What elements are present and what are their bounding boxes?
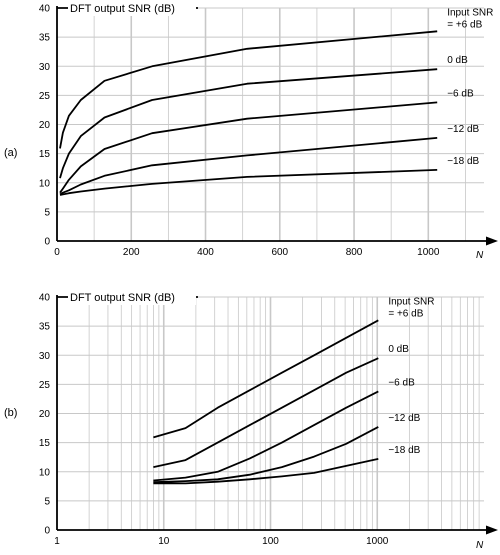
panel-a-x-arrow (486, 236, 498, 246)
panel-a-ytick-label: 40 (39, 4, 51, 15)
panel-b-grid (57, 296, 484, 531)
panel-a-series-label: = +6 dB (447, 19, 482, 30)
panel-a-ytick-label: 20 (39, 120, 51, 131)
panel-b-series-label: Input SNR (388, 296, 434, 307)
panel-b-x-arrow (486, 525, 498, 535)
panel-a-title-mask (68, 1, 196, 16)
panel-b-series-label: −6 dB (388, 377, 415, 388)
panel-a-ytick-label: 5 (44, 207, 50, 218)
panel-b-ytick-label: 20 (39, 409, 51, 420)
panel-a-xtick-label: 800 (346, 247, 363, 258)
panel-b-series-line (153, 458, 379, 485)
panel-a-ytick-label: 35 (39, 33, 51, 44)
panel-a-series-label: −6 dB (447, 88, 474, 99)
panel-a-xtick-label: 600 (271, 247, 288, 258)
panel-a-ytick-label: 15 (39, 149, 51, 160)
panel-b-title-mask (68, 290, 196, 305)
panel-b: (b) Input SNR= +6 dB 0 dB −6 dB −12 dB −18 d… (4, 290, 498, 551)
panel-a-xtick-label: 200 (123, 247, 140, 258)
panel-a-marks: Input SNR= +6 dB 0 dB −6 dB −12 dB −18 dB (59, 7, 493, 196)
panel-a-ytick-label: 10 (39, 178, 51, 189)
panel-b-series-line (153, 426, 379, 484)
panel-b-xtick-label: 100 (262, 536, 279, 547)
panel-b-series-line (153, 357, 379, 468)
panel-a-series-label: Input SNR (447, 7, 493, 18)
panel-a-xtick-label: 400 (197, 247, 214, 258)
panel-a-series-line (59, 68, 438, 179)
panel-b-series-label: 0 dB (388, 344, 409, 355)
panel-a-series-line (59, 137, 438, 196)
panel-a-series-label: 0 dB (447, 55, 468, 66)
panel-a-label: (a) (4, 147, 17, 159)
panel-b-ytick-label: 25 (39, 380, 51, 391)
panel-b-series-line (153, 390, 379, 482)
panel-a-title: DFT output SNR (dB) (70, 3, 175, 15)
panel-b-ytick-label: 5 (44, 496, 50, 507)
panel-b-ytick-label: 40 (39, 293, 51, 304)
panel-a-ytick-label: 25 (39, 91, 51, 102)
panel-b-xtick-label: 1000 (366, 536, 389, 547)
panel-a-xlabel: N (476, 250, 484, 261)
panel-b-ytick-label: 35 (39, 322, 51, 333)
panel-b-series-label: = +6 dB (388, 308, 423, 319)
panel-b-label: (b) (4, 407, 17, 419)
panel-b-ytick-label: 10 (39, 467, 51, 478)
panel-a-series-line (59, 30, 438, 149)
panel-a-xtick-label: 1000 (417, 247, 440, 258)
panel-b-series-line (153, 319, 379, 439)
panel-a-xtick-label: 0 (54, 247, 60, 258)
panel-a-ytick-label: 0 (44, 237, 50, 248)
panel-b-series-label: −12 dB (388, 413, 420, 424)
panel-a-series-label: −18 dB (447, 156, 479, 167)
panel-a: (a) Input SNR= +6 dB 0 dB −6 dB −12 dB −18 d… (4, 1, 498, 261)
panel-a-ytick-label: 30 (39, 62, 51, 73)
panel-a-series-label: −12 dB (447, 124, 479, 135)
panel-a-grid (57, 7, 484, 242)
panel-a-series-line (59, 169, 438, 196)
panel-b-title: DFT output SNR (dB) (70, 292, 175, 304)
panel-b-xtick-label: 1 (54, 536, 60, 547)
panel-b-ytick-label: 15 (39, 438, 51, 449)
panel-b-marks: Input SNR= +6 dB 0 dB −6 dB −12 dB −18 dB (153, 296, 434, 485)
panel-b-series-label: −18 dB (388, 445, 420, 456)
panel-a-series-line (59, 101, 438, 194)
panel-b-xtick-label: 10 (158, 536, 170, 547)
panel-b-ytick-label: 0 (44, 526, 50, 537)
panel-b-ytick-label: 30 (39, 351, 51, 362)
panel-b-xlabel: N (476, 540, 484, 550)
